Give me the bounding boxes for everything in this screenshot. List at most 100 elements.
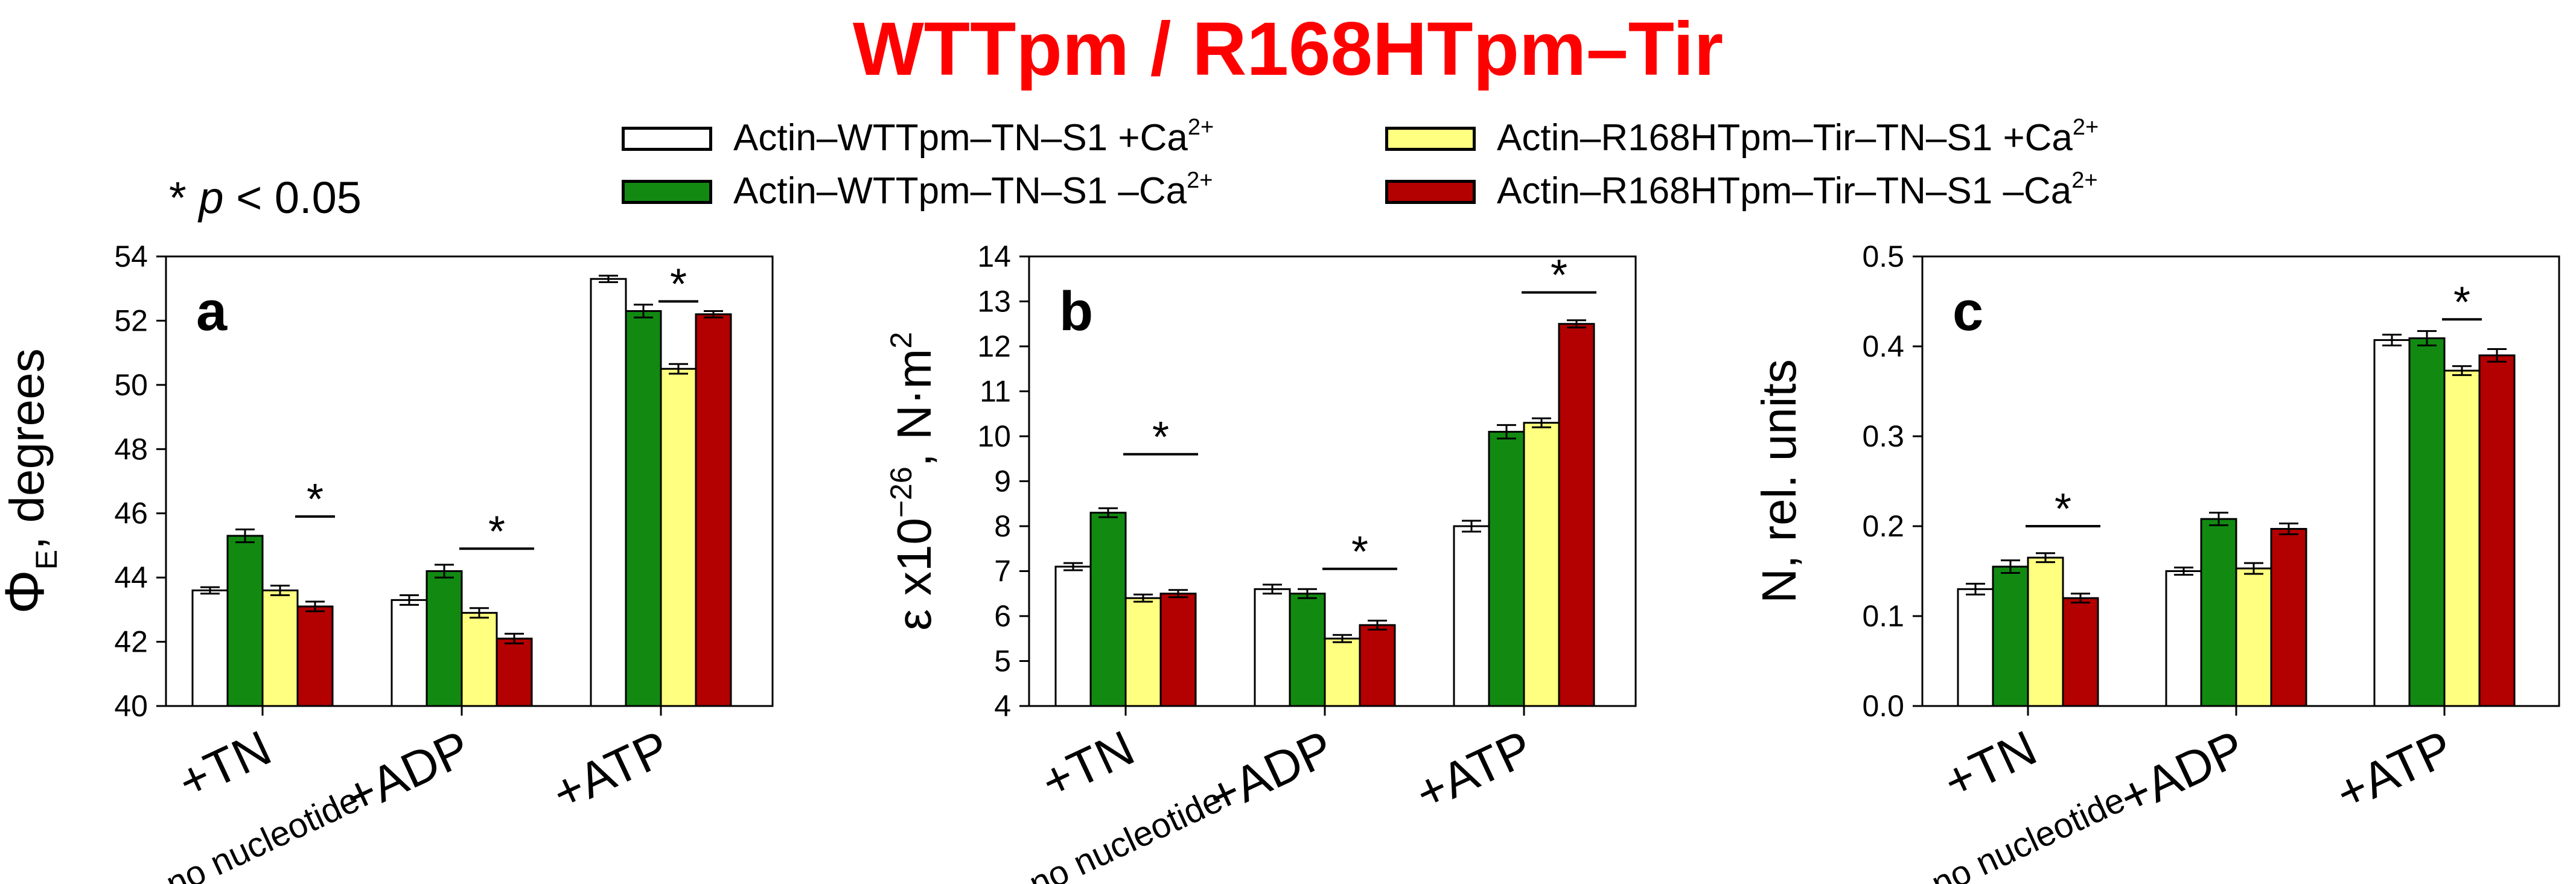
legend-label-wt-minus-ca: Actin–WTTpm–TN–S1 –Ca [733, 170, 1187, 212]
bar [2062, 597, 2099, 707]
significance-note: * p < 0.05 [169, 172, 362, 223]
bar [2165, 570, 2202, 707]
y-tick-label: 14 [977, 240, 1011, 273]
legend-label-r168h-plus-ca: Actin–R168HTpm–Tir–TN–S1 +Ca [1497, 117, 2073, 159]
bar [2027, 556, 2064, 707]
bar [191, 589, 229, 707]
x-category-label: +ADP [2111, 720, 2253, 825]
x-category-label: +ATP [2328, 720, 2461, 822]
bar [296, 605, 334, 707]
panel-letter: a [196, 281, 228, 342]
legend-sup-r168h-plus-ca: 2+ [2072, 115, 2099, 140]
bar [1289, 593, 1326, 707]
y-tick-label: 50 [114, 368, 148, 402]
bar [1523, 422, 1560, 707]
bar [496, 637, 533, 707]
y-tick-label: 12 [977, 329, 1011, 363]
bar [590, 278, 627, 707]
bar [1054, 565, 1092, 707]
y-tick-label: 7 [994, 555, 1011, 588]
panel-letter: b [1059, 281, 1093, 342]
significance-star: * [169, 173, 187, 223]
bar [461, 612, 498, 707]
bar [2478, 354, 2516, 707]
legend-label-wt-plus-ca: Actin–WTTpm–TN–S1 +Ca [733, 117, 1188, 159]
bar [1992, 565, 2029, 707]
y-tick-label: 8 [994, 509, 1011, 543]
y-tick-label: 11 [980, 375, 1011, 409]
bar [1488, 431, 1525, 707]
y-tick-label: 6 [994, 599, 1011, 633]
legend-sup-wt-minus-ca: 2+ [1187, 168, 1213, 193]
bar [1124, 597, 1162, 707]
significance-star: * [307, 475, 324, 524]
y-tick-label: 42 [114, 625, 148, 659]
y-tick-label: 44 [114, 561, 148, 594]
significance-threshold: < 0.05 [223, 173, 362, 223]
bar [2443, 369, 2481, 707]
y-axis-label: ε x10−26, N·m2 [884, 332, 941, 631]
y-tick-label: 0.3 [1862, 419, 1904, 453]
x-category-label: +ATP [544, 720, 678, 822]
y-axis-label: ΦE, degrees [0, 348, 63, 614]
bar [391, 599, 428, 707]
y-tick-label: 9 [994, 465, 1011, 498]
y-tick-label: 46 [114, 497, 148, 530]
bar [2373, 339, 2411, 707]
significance-star: * [2055, 485, 2071, 533]
x-category-label: +ADP [1200, 720, 1342, 825]
bar [1957, 588, 1994, 707]
bar [1324, 637, 1361, 707]
legend-swatch-wt-plus-ca [622, 127, 712, 151]
bar [1254, 588, 1291, 707]
bar [1089, 512, 1127, 707]
legend-sup-wt-plus-ca: 2+ [1187, 115, 1214, 140]
y-tick-label: 52 [114, 304, 148, 337]
bar [1159, 593, 1197, 707]
y-axis-label: N, rel. units [1752, 359, 1806, 603]
bar [660, 367, 697, 707]
significance-p: p [199, 173, 224, 223]
y-tick-label: 54 [114, 240, 148, 273]
bar [261, 589, 299, 707]
figure-title: WTTpm / R168HTpm–Tir [852, 7, 1724, 91]
x-category-label: +TN [1033, 720, 1143, 810]
significance-star: * [1551, 252, 1567, 300]
bar [426, 570, 463, 707]
bar [2270, 527, 2307, 707]
bar [1558, 323, 1595, 707]
bar [2408, 337, 2446, 707]
y-tick-label: 0.5 [1862, 240, 1904, 273]
x-category-label: +TN [1936, 720, 2045, 810]
significance-star: * [488, 507, 505, 556]
y-tick-label: 0.1 [1862, 599, 1904, 633]
bar [1453, 525, 1490, 707]
y-tick-label: 13 [977, 285, 1011, 319]
bar [2235, 567, 2272, 707]
y-tick-label: 0.0 [1862, 689, 1904, 723]
significance-star: * [2453, 278, 2470, 326]
y-tick-label: 5 [994, 644, 1011, 678]
legend-label-r168h-minus-ca: Actin–R168HTpm–Tir–TN–S1 –Ca [1497, 170, 2072, 212]
panel-letter: c [1953, 281, 1983, 342]
y-tick-label: 40 [114, 689, 148, 723]
y-tick-label: 4 [994, 689, 1011, 723]
bar [2200, 518, 2237, 707]
bar [625, 310, 662, 707]
y-tick-label: 0.2 [1862, 509, 1904, 543]
significance-star: * [1152, 413, 1169, 462]
x-category-label: +ATP [1408, 720, 1541, 822]
legend-swatch-r168h-plus-ca [1385, 127, 1476, 151]
y-tick-label: 10 [977, 419, 1011, 453]
y-tick-label: 48 [114, 432, 148, 466]
bar [226, 535, 264, 707]
x-category-label: +ADP [337, 720, 479, 825]
bar [1359, 624, 1396, 707]
legend-sup-r168h-minus-ca: 2+ [2071, 168, 2098, 193]
legend-swatch-r168h-minus-ca [1385, 180, 1476, 204]
significance-star: * [670, 261, 687, 309]
significance-star: * [1351, 528, 1368, 576]
